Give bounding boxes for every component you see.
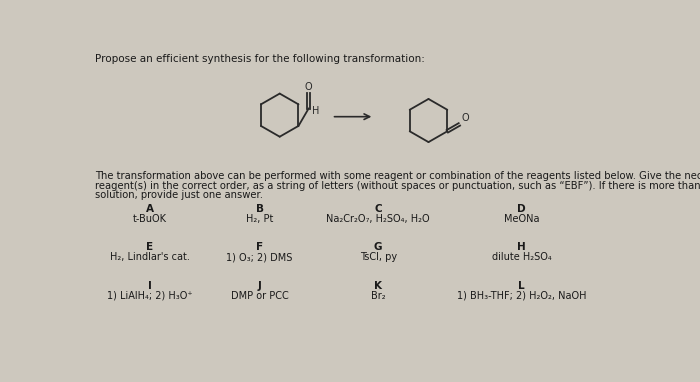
Text: H₂, Lindlar's cat.: H₂, Lindlar's cat. [110, 252, 190, 262]
Text: G: G [374, 242, 382, 252]
Text: B: B [256, 204, 263, 214]
Text: t-BuOK: t-BuOK [132, 214, 167, 224]
Text: O: O [462, 113, 469, 123]
Text: Na₂Cr₂O₇, H₂SO₄, H₂O: Na₂Cr₂O₇, H₂SO₄, H₂O [326, 214, 430, 224]
Text: J: J [258, 281, 262, 291]
Text: 1) LiAlH₄; 2) H₃O⁺: 1) LiAlH₄; 2) H₃O⁺ [106, 291, 192, 301]
Text: 1) BH₃-THF; 2) H₂O₂, NaOH: 1) BH₃-THF; 2) H₂O₂, NaOH [456, 291, 587, 301]
Text: 1) O₃; 2) DMS: 1) O₃; 2) DMS [226, 252, 293, 262]
Text: A: A [146, 204, 153, 214]
Text: DMP or PCC: DMP or PCC [231, 291, 288, 301]
Text: H₂, Pt: H₂, Pt [246, 214, 273, 224]
Text: L: L [518, 281, 525, 291]
Text: solution, provide just one answer.: solution, provide just one answer. [95, 190, 263, 200]
Text: K: K [374, 281, 382, 291]
Text: Propose an efficient synthesis for the following transformation:: Propose an efficient synthesis for the f… [95, 53, 425, 63]
Text: H: H [517, 242, 526, 252]
Text: The transformation above can be performed with some reagent or combination of th: The transformation above can be performe… [95, 172, 700, 181]
Text: F: F [256, 242, 263, 252]
Text: O: O [304, 82, 312, 92]
Text: D: D [517, 204, 526, 214]
Text: Br₂: Br₂ [371, 291, 386, 301]
Text: MeONa: MeONa [504, 214, 539, 224]
Text: reagent(s) in the correct order, as a string of letters (without spaces or punct: reagent(s) in the correct order, as a st… [95, 181, 700, 191]
Text: H: H [312, 106, 320, 116]
Text: dilute H₂SO₄: dilute H₂SO₄ [491, 252, 552, 262]
Text: TsCl, py: TsCl, py [360, 252, 397, 262]
Text: I: I [148, 281, 151, 291]
Text: E: E [146, 242, 153, 252]
Text: C: C [374, 204, 382, 214]
